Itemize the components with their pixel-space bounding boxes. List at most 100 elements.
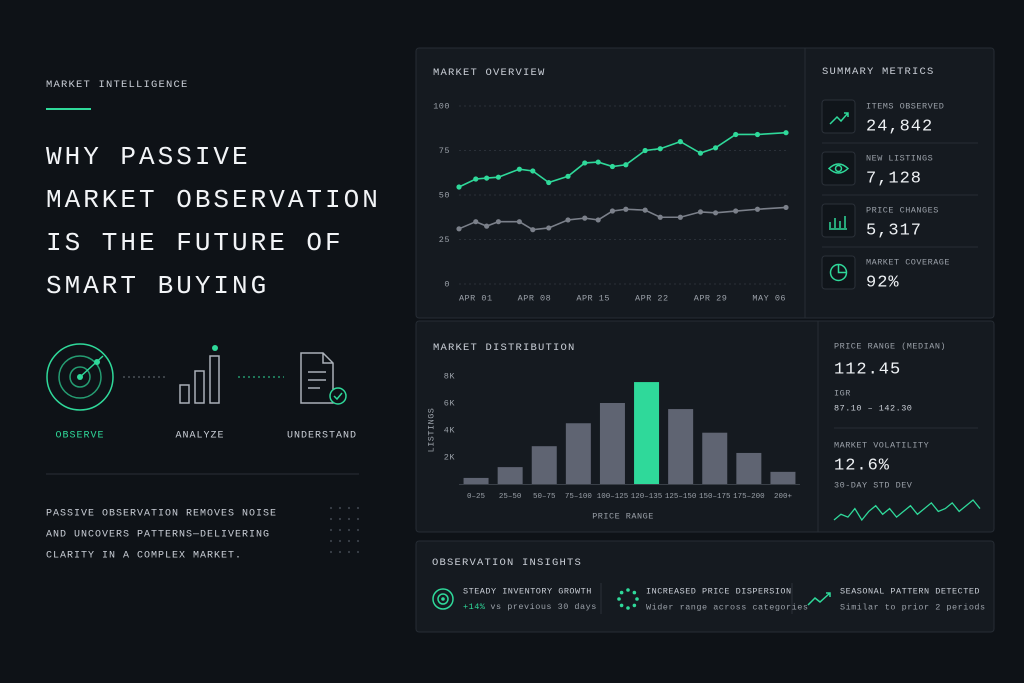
series-point — [733, 131, 739, 138]
y-tick-label: 8K — [444, 371, 456, 381]
series-point — [657, 214, 663, 220]
series-point — [783, 204, 789, 211]
insight-detail-text: vs previous 30 days — [490, 602, 596, 612]
y-tick-label: 100 — [433, 101, 450, 111]
series-point — [516, 219, 522, 225]
dot — [338, 550, 342, 554]
headline-line: SMART BUYING — [46, 271, 269, 301]
metric-label: NEW LISTINGS — [866, 153, 933, 163]
dot — [338, 539, 342, 543]
series-point — [473, 176, 479, 182]
metric-value: 24,842 — [866, 117, 933, 136]
series-point — [530, 168, 536, 174]
bar — [599, 403, 625, 484]
headline-line: MARKET OBSERVATION — [46, 185, 381, 215]
dot — [338, 528, 342, 532]
x-tick-label: APR 22 — [635, 293, 669, 303]
eyebrow: MARKET INTELLIGENCE — [46, 79, 189, 91]
bar — [531, 446, 557, 484]
bar — [770, 471, 796, 484]
y-tick-label: 0 — [444, 279, 450, 289]
series-point — [609, 163, 616, 170]
headline-line: IS THE FUTURE OF — [46, 228, 344, 258]
x-tick-label: APR 29 — [694, 293, 728, 303]
insight-detail: Wider range across categories — [646, 602, 808, 612]
series-point — [623, 162, 629, 168]
series-point — [582, 215, 588, 221]
x-tick-label: 50–75 — [533, 493, 556, 501]
x-tick-label: 125–150 — [665, 493, 697, 501]
series-point — [595, 217, 601, 223]
series-point — [642, 207, 648, 213]
series-point — [733, 208, 739, 214]
x-tick-label: APR 01 — [459, 293, 493, 303]
dot — [356, 517, 360, 521]
bar — [634, 382, 660, 484]
insights-panel — [415, 540, 995, 633]
bar — [463, 477, 489, 484]
dot — [329, 528, 333, 532]
stat-value: 112.45 — [834, 360, 901, 379]
insight-icons — [432, 583, 831, 614]
series-point — [609, 208, 616, 214]
x-tick-label: 25–50 — [499, 493, 522, 501]
dot — [338, 506, 342, 510]
dot — [347, 528, 351, 532]
dot — [356, 528, 360, 532]
dot — [356, 550, 360, 554]
x-axis-label: PRICE RANGE — [592, 511, 654, 521]
sparkline — [833, 499, 981, 522]
accent-line — [46, 108, 91, 110]
headline-line: WHY PASSIVE — [46, 142, 251, 172]
dot — [329, 539, 333, 543]
series-point — [677, 139, 683, 145]
dot — [329, 517, 333, 521]
panel-title: SUMMARY METRICS — [822, 66, 935, 78]
x-tick-label: 150–175 — [699, 493, 731, 501]
step-label: OBSERVE — [55, 431, 104, 442]
panel-title: MARKET DISTRIBUTION — [433, 342, 576, 354]
insight-highlight: +14% — [463, 602, 486, 612]
x-tick-label: 0–25 — [467, 493, 486, 501]
dot — [356, 539, 360, 543]
bar — [668, 409, 694, 484]
metric-label: MARKET COVERAGE — [866, 257, 950, 267]
panel-title: MARKET OVERVIEW — [433, 67, 546, 79]
series-point — [697, 209, 704, 215]
x-tick-label: 175–200 — [733, 493, 765, 501]
series-point — [565, 217, 571, 223]
series-point — [516, 166, 522, 172]
series-point — [456, 184, 462, 190]
x-tick-label: 120–135 — [631, 493, 663, 501]
series-point — [546, 179, 552, 186]
y-tick-label: 6K — [444, 398, 456, 408]
dot — [347, 550, 351, 554]
series-point — [677, 214, 683, 220]
dot — [329, 506, 333, 510]
dot — [356, 506, 360, 510]
stat-label: IGR — [834, 388, 851, 398]
series-point — [712, 210, 719, 216]
dot-grid — [329, 506, 360, 554]
series-point — [495, 174, 502, 180]
metric-value: 7,128 — [866, 169, 922, 188]
series-line — [458, 131, 787, 188]
dot — [338, 517, 342, 521]
step-icons — [46, 343, 347, 411]
y-tick-label: 50 — [439, 190, 450, 200]
middle-panel — [415, 320, 995, 533]
x-tick-label: 100–125 — [597, 493, 629, 501]
y-axis-label: LISTINGS — [426, 408, 436, 453]
x-tick-label: 75–100 — [565, 493, 593, 501]
series-point — [582, 160, 588, 166]
description-line: CLARITY IN A COMPLEX MARKET. — [46, 551, 242, 562]
y-tick-label: 2K — [444, 452, 456, 462]
description-line: PASSIVE OBSERVATION REMOVES NOISE — [46, 509, 277, 520]
series-point — [473, 219, 479, 225]
bar — [565, 423, 591, 484]
dot — [329, 550, 333, 554]
bar — [702, 432, 728, 484]
step-label: ANALYZE — [175, 431, 224, 442]
y-tick-label: 75 — [439, 146, 450, 156]
